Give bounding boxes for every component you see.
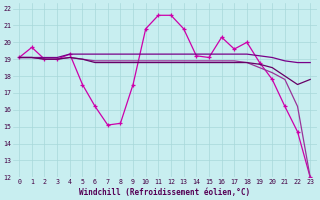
X-axis label: Windchill (Refroidissement éolien,°C): Windchill (Refroidissement éolien,°C) xyxy=(79,188,250,197)
